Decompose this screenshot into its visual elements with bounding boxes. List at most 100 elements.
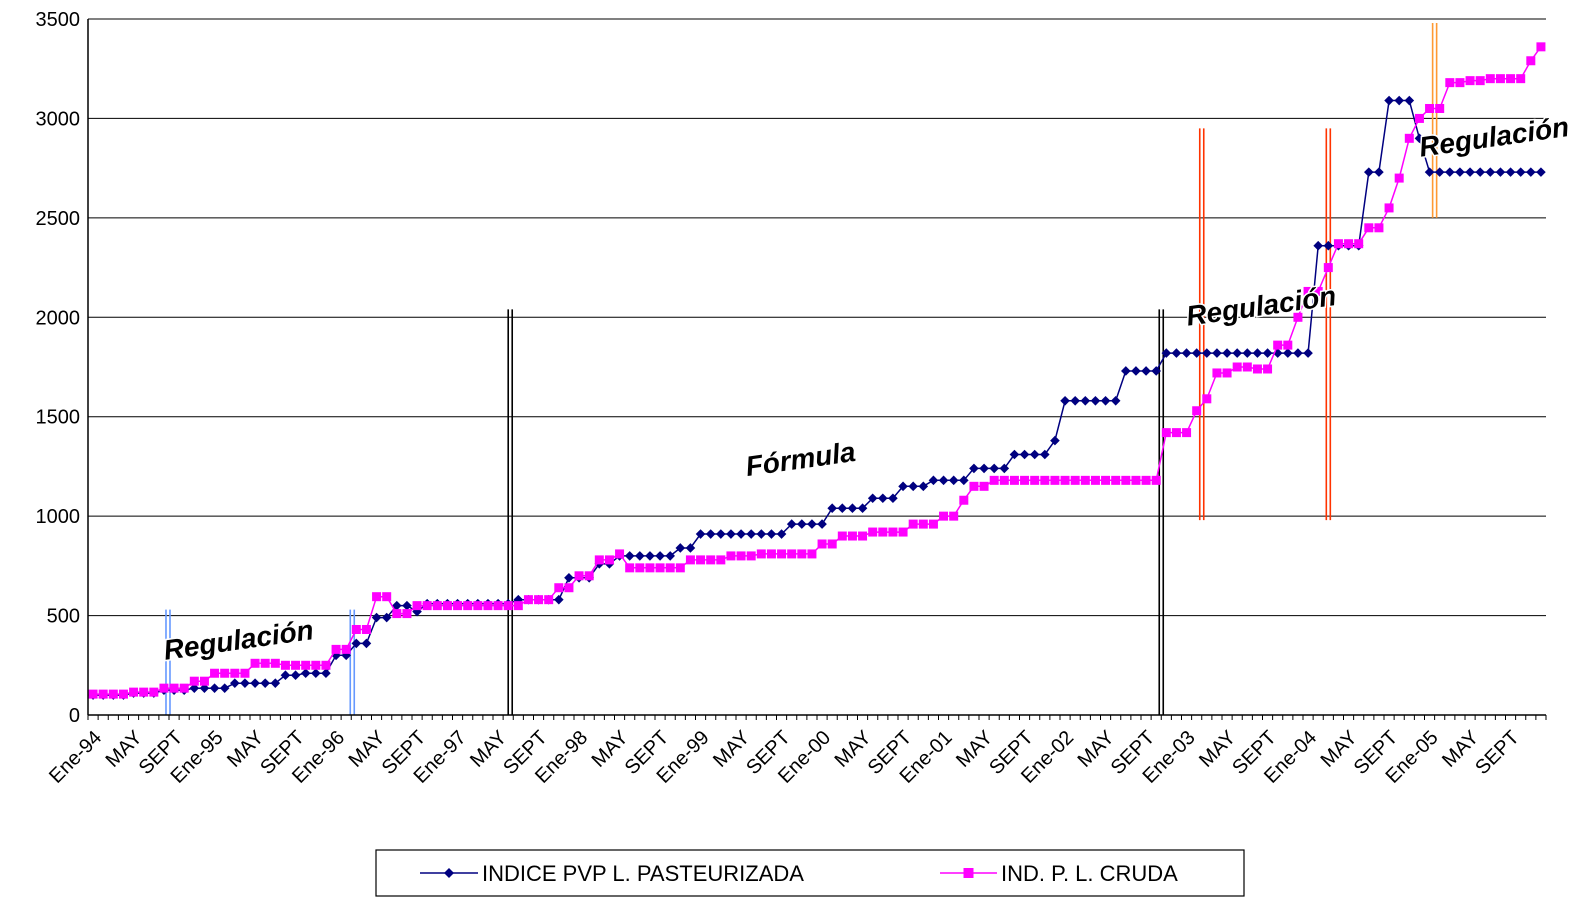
data-point-cruda <box>878 527 888 537</box>
data-point-pasteurizada <box>635 551 645 561</box>
data-point-cruda <box>270 658 280 668</box>
data-point-cruda <box>1506 74 1516 84</box>
data-point-cruda <box>544 595 554 605</box>
data-point-pasteurizada <box>726 529 736 539</box>
data-point-pasteurizada <box>786 519 797 529</box>
data-point-pasteurizada <box>250 678 260 688</box>
data-point-cruda <box>898 527 908 537</box>
data-point-cruda <box>1121 475 1131 485</box>
data-point-cruda <box>1273 340 1283 350</box>
data-point-pasteurizada <box>908 481 918 492</box>
data-point-pasteurizada <box>685 543 696 553</box>
data-point-pasteurizada <box>1070 396 1080 406</box>
data-point-cruda <box>1485 74 1495 84</box>
data-point-cruda <box>787 549 797 559</box>
data-point-cruda <box>1060 475 1070 485</box>
data-point-pasteurizada <box>817 519 827 529</box>
data-point-pasteurizada <box>928 475 939 486</box>
data-point-pasteurizada <box>1283 348 1293 358</box>
data-point-pasteurizada <box>1526 167 1536 177</box>
data-point-cruda <box>149 687 159 697</box>
data-point-cruda <box>1161 428 1171 438</box>
data-point-pasteurizada <box>402 600 412 611</box>
data-point-pasteurizada <box>381 612 392 623</box>
data-point-cruda <box>321 660 331 670</box>
legend-label-pasteurizada: INDICE PVP L. PASTEURIZADA <box>482 861 804 886</box>
data-point-cruda <box>655 563 665 573</box>
data-point-cruda <box>1394 173 1404 183</box>
data-point-pasteurizada <box>280 670 291 681</box>
data-point-cruda <box>989 475 999 485</box>
data-point-pasteurizada <box>240 678 250 688</box>
legend-box <box>375 849 1245 897</box>
data-point-cruda <box>1080 475 1090 485</box>
data-point-pasteurizada <box>1029 449 1040 460</box>
data-point-pasteurizada <box>1536 167 1546 177</box>
data-point-pasteurizada <box>847 503 858 513</box>
data-point-cruda <box>230 668 240 678</box>
series-line-pasteurizada <box>93 99 1541 696</box>
data-point-pasteurizada <box>1202 348 1212 358</box>
data-point-cruda <box>1131 475 1141 485</box>
data-point-cruda <box>756 549 766 559</box>
data-point-pasteurizada <box>1505 167 1516 177</box>
data-point-pasteurizada <box>1040 449 1050 460</box>
data-point-pasteurizada <box>199 683 210 693</box>
data-point-pasteurizada <box>807 519 817 529</box>
data-point-cruda <box>442 601 452 611</box>
data-point-pasteurizada <box>1515 167 1526 177</box>
data-point-pasteurizada <box>564 572 574 583</box>
data-point-cruda <box>1050 475 1060 485</box>
data-point-cruda <box>1354 239 1364 249</box>
x-tick-label: Ene-94 <box>45 727 106 788</box>
data-point-cruda <box>1323 263 1333 273</box>
data-point-cruda <box>554 583 564 593</box>
data-point-cruda <box>847 531 857 541</box>
data-point-cruda <box>483 601 493 611</box>
data-point-pasteurizada <box>1171 348 1182 358</box>
data-point-cruda <box>868 527 878 537</box>
data-point-cruda <box>503 601 513 611</box>
data-point-pasteurizada <box>1434 167 1445 177</box>
y-tick-label: 2000 <box>36 307 81 329</box>
data-point-pasteurizada <box>746 529 756 539</box>
data-point-pasteurizada <box>189 683 200 693</box>
series-line-cruda <box>93 46 1542 695</box>
data-point-pasteurizada <box>918 481 929 492</box>
data-point-pasteurizada <box>1252 348 1263 358</box>
data-point-cruda <box>574 571 584 581</box>
data-point-pasteurizada <box>1009 449 1020 460</box>
data-point-pasteurizada <box>1323 240 1334 251</box>
data-point-pasteurizada <box>888 493 898 504</box>
annotation-regulacion-2: Regulación <box>1184 280 1338 332</box>
data-point-pasteurizada <box>716 529 726 539</box>
data-point-pasteurizada <box>695 529 706 539</box>
data-point-cruda <box>1232 362 1242 372</box>
data-point-cruda <box>1384 203 1394 213</box>
data-point-pasteurizada <box>1293 348 1303 358</box>
data-point-cruda <box>1283 340 1293 350</box>
data-point-cruda <box>351 624 361 634</box>
data-point-pasteurizada <box>1364 167 1374 177</box>
data-point-pasteurizada <box>1394 95 1404 106</box>
data-point-pasteurizada <box>351 638 362 649</box>
data-point-pasteurizada <box>1424 167 1435 177</box>
data-point-cruda <box>139 687 149 697</box>
data-point-cruda <box>1445 78 1455 88</box>
data-point-cruda <box>1090 475 1100 485</box>
legend-marker-pasteurizada <box>444 868 454 878</box>
data-point-cruda <box>260 658 270 668</box>
data-point-cruda <box>716 555 726 565</box>
data-point-cruda <box>918 519 928 529</box>
data-point-pasteurizada <box>645 551 655 561</box>
data-point-cruda <box>1475 76 1485 86</box>
data-point-pasteurizada <box>371 612 382 623</box>
data-point-pasteurizada <box>766 529 777 539</box>
data-point-pasteurizada <box>1151 366 1161 376</box>
data-point-cruda <box>604 555 614 565</box>
data-point-cruda <box>199 676 209 686</box>
data-point-pasteurizada <box>1262 348 1273 358</box>
data-point-pasteurizada <box>1050 435 1060 446</box>
